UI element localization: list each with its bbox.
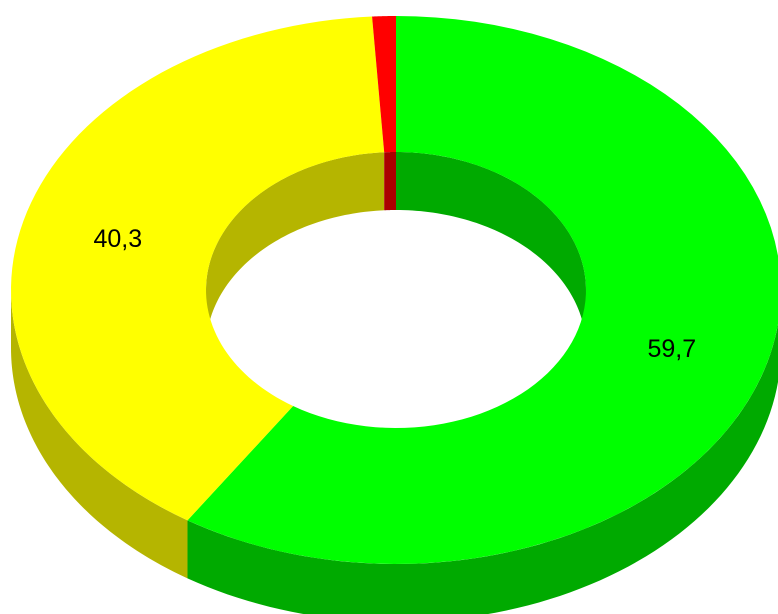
outer-side-layer	[11, 290, 778, 614]
inner-wall-slice-2	[384, 152, 396, 211]
slice-1	[11, 16, 385, 521]
labels-layer: 59,7 40,3	[93, 225, 696, 363]
inner-wall-slice-1	[206, 152, 385, 348]
data-label-0: 59,7	[647, 335, 696, 363]
slice-0	[187, 16, 778, 564]
outer-side-slice-1	[11, 290, 188, 579]
inner-wall-slice-0	[396, 152, 586, 348]
top-face-layer	[11, 16, 778, 564]
slice-2	[372, 16, 396, 153]
data-label-1: 40,3	[93, 225, 142, 253]
outer-side-slice-0	[187, 323, 778, 614]
